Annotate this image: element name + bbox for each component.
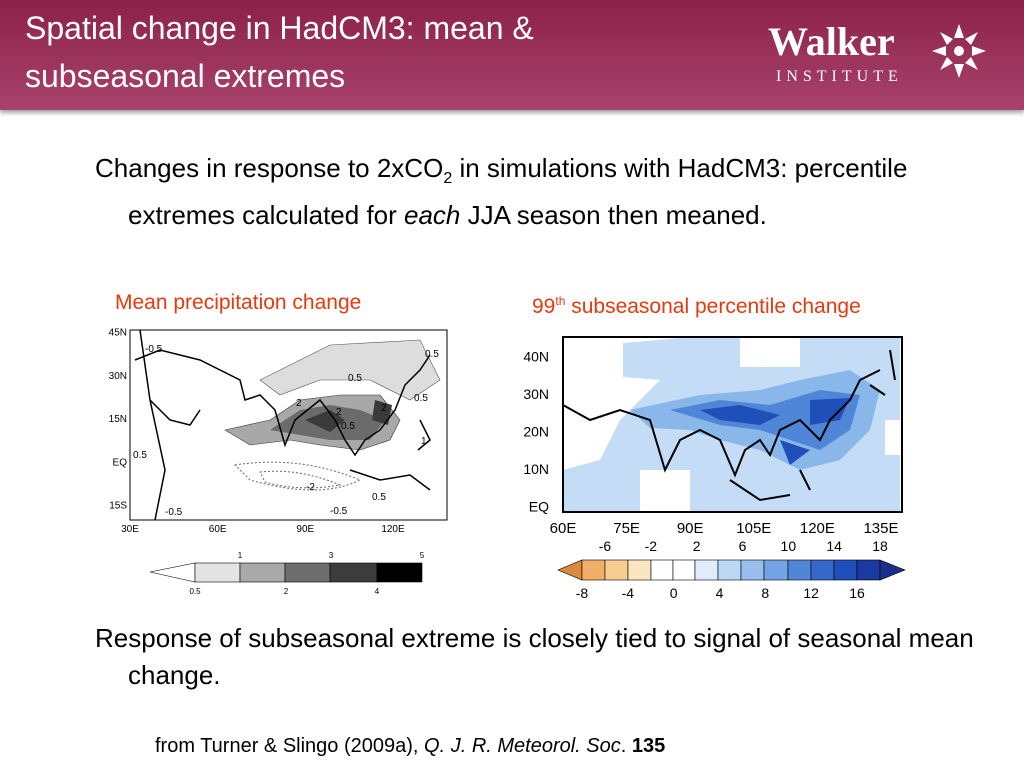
left-coast (134, 329, 431, 521)
x-label: 90E (677, 520, 704, 537)
bullet: Response of subseasonal extreme is close… (95, 620, 988, 694)
x-label: 60E (209, 524, 227, 535)
text: from Turner & Slingo (2009a), (155, 735, 419, 757)
contour-label: 2 (381, 403, 387, 414)
header: Spatial change in HadCM3: mean & subseas… (0, 0, 1024, 110)
contour-label: 0.5 (348, 373, 362, 384)
colorbar-label: 0 (670, 585, 678, 601)
colorbar-label: 16 (849, 585, 865, 601)
contour-label: 0.5 (372, 492, 386, 503)
x-label: 120E (381, 524, 405, 535)
right-coast (562, 349, 896, 502)
logo-icon (932, 24, 986, 78)
contour-label: 2 (336, 407, 342, 418)
text: Response of subseasonal extreme is close… (95, 623, 974, 690)
contour-label: -0.5 (165, 507, 183, 518)
map-title: Mean precipitation change (115, 291, 362, 314)
left-contour-labels: -0.5 0.5 0.5 0.5 2 2 2 -2 0.5 0.5 -0.5 -… (133, 344, 439, 518)
left-colorbar (149, 562, 423, 583)
colorbar-label: -6 (599, 538, 612, 554)
title-line: subseasonal extremes (25, 58, 346, 94)
colorbar-label: 12 (803, 585, 819, 601)
colorbar-label: 18 (872, 538, 888, 554)
y-label: EQ (529, 499, 549, 515)
y-label: 45N (109, 328, 127, 339)
y-label: 15S (109, 501, 127, 512)
contour-label: -0.5 (145, 344, 163, 355)
emphasis: each (404, 200, 461, 231)
colorbar-label: 4 (375, 587, 380, 596)
y-label: 30N (109, 371, 127, 382)
colorbar-label: 5 (420, 551, 425, 560)
contour-label: 0.5 (425, 349, 439, 360)
x-label: 30E (121, 524, 139, 535)
y-label: 20N (523, 424, 549, 440)
colorbar-label: 8 (761, 585, 769, 601)
colorbar-label: 10 (781, 538, 797, 554)
map-title: 99th subseasonal percentile change (532, 294, 861, 319)
right-shading (563, 337, 902, 512)
x-label: 120E (800, 520, 835, 537)
text: . (620, 735, 627, 757)
colorbar-label: -4 (622, 585, 635, 601)
text: subseasonal percentile change (565, 295, 861, 318)
x-label: 135E (863, 520, 898, 537)
text: 99 (532, 295, 556, 318)
colorbar-label: 6 (739, 538, 747, 554)
y-label: 15N (109, 414, 127, 425)
colorbar-label: 4 (716, 585, 724, 601)
contour-label: 0.5 (414, 393, 428, 404)
logo-name: Walker (768, 19, 895, 64)
volume: 135 (631, 735, 666, 757)
y-label: 10N (523, 461, 549, 477)
colorbar-label: 2 (693, 538, 701, 554)
subscript: 2 (443, 170, 453, 188)
y-label: 40N (523, 349, 549, 365)
contour-label: -2 (306, 482, 315, 493)
superscript: th (555, 294, 566, 308)
x-label: 90E (296, 524, 314, 535)
right-colorbar (557, 559, 906, 581)
x-label: 105E (736, 520, 771, 537)
text: Changes in response to 2xCO (95, 153, 444, 183)
contour-label: 2 (296, 398, 302, 409)
contour-label: -0.5 (330, 506, 348, 517)
x-label: 75E (613, 520, 640, 537)
text: JJA season then meaned. (460, 200, 767, 231)
colorbar-label: -2 (645, 538, 658, 554)
contour-label: 0.5 (341, 421, 355, 432)
bullet: Changes in response to 2xCO2 in simulati… (95, 150, 988, 234)
contour-label: 0.5 (133, 450, 147, 461)
colorbar-label: 0.5 (189, 587, 201, 596)
x-label: 60E (550, 520, 577, 537)
left-shading (224, 339, 441, 491)
logo-sub: INSTITUTE (776, 68, 903, 85)
colorbar-label: 1 (238, 551, 243, 560)
colorbar-label: 2 (284, 587, 289, 596)
colorbar-label: -8 (576, 585, 589, 601)
contour-label: 1 (421, 436, 427, 447)
colorbar-label: 14 (826, 538, 842, 554)
colorbar-label: 3 (329, 551, 334, 560)
citation: from Turner & Slingo (2009a), Q. J. R. M… (155, 735, 665, 758)
title-line: Spatial change in HadCM3: mean & (25, 10, 534, 46)
y-label: EQ (113, 457, 128, 468)
right-frame (562, 336, 903, 513)
y-label: 30N (523, 386, 549, 402)
journal: Q. J. R. Meteorol. Soc (424, 735, 621, 757)
text: in simulations with HadCM3: percentile e… (128, 153, 908, 231)
